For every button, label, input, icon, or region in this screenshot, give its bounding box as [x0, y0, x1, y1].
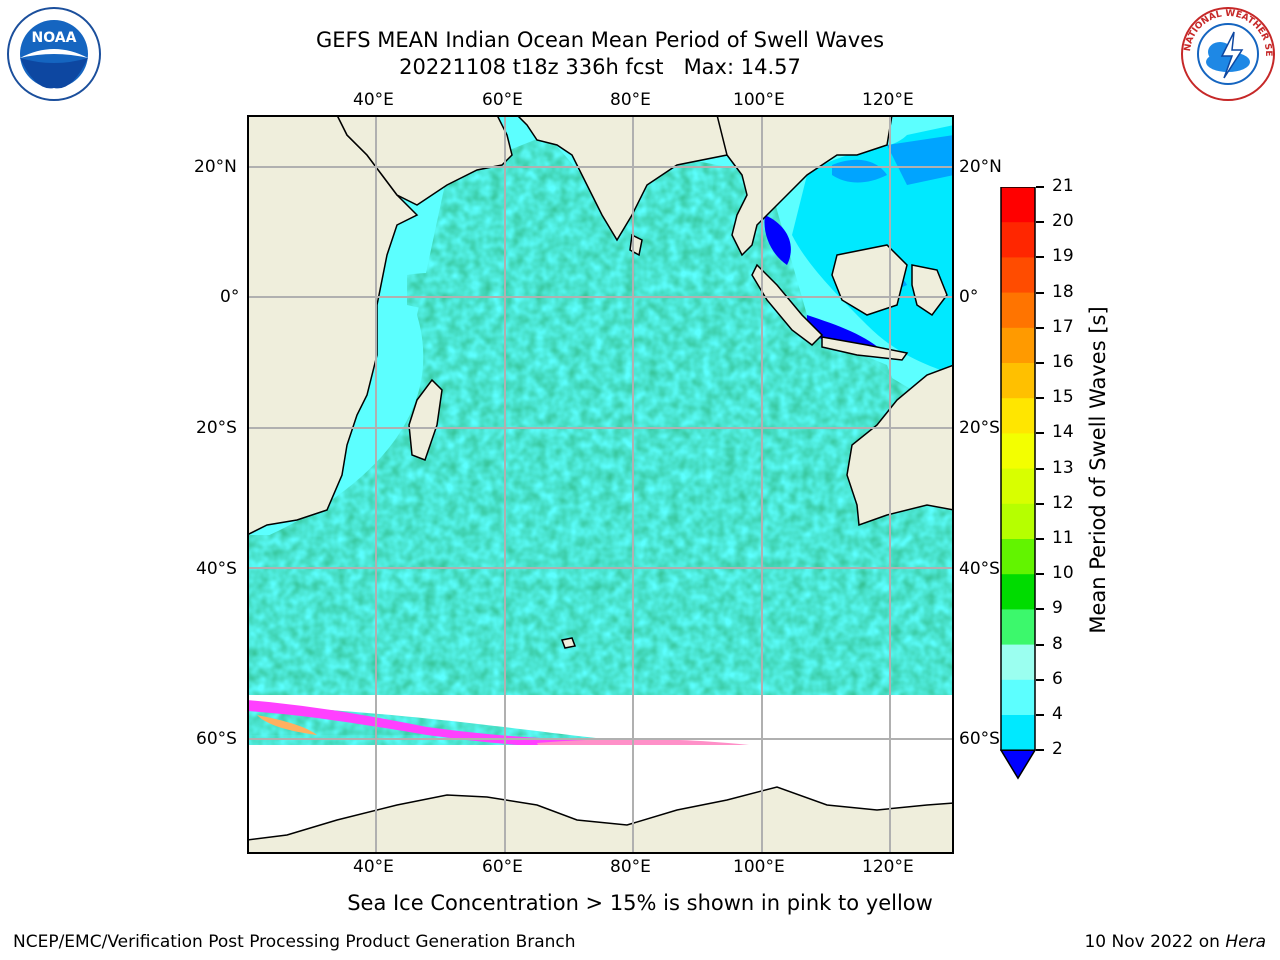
colorbar-tick-label: 14 — [1052, 422, 1074, 443]
colorbar-tick-label: 8 — [1052, 633, 1063, 654]
colorbar-tick-label: 16 — [1052, 352, 1074, 372]
noaa-logo-icon: NOAA — [7, 7, 101, 101]
colorbar-segment — [1001, 679, 1035, 716]
sumatra-land — [751, 263, 824, 346]
nws-logo-icon: NATIONAL WEATHER SERVICE — [1180, 6, 1275, 101]
colorbar-tick-mark — [1036, 749, 1044, 752]
chart-subtitle: 20221108 t18z 336h fcst Max: 14.57 — [399, 55, 801, 79]
lat-tick-left-20s: 20°S — [196, 418, 237, 438]
colorbar-tick-label: 18 — [1052, 281, 1074, 302]
colorbar-tick-mark — [1036, 573, 1044, 576]
lat-tick-left-20n: 20°N — [194, 157, 237, 177]
antarctica-land — [247, 786, 954, 854]
colorbar-segment — [1001, 574, 1035, 610]
colorbar-segment — [1001, 715, 1035, 751]
lat-tick-left-0: 0° — [220, 287, 240, 307]
colorbar-tick-mark — [1036, 643, 1044, 646]
colorbar-tick-mark — [1036, 397, 1044, 400]
footer-credit: NCEP/EMC/Verification Post Processing Pr… — [13, 932, 576, 952]
footer-date: 10 Nov 2022 on Hera — [1084, 932, 1266, 952]
arabia-land — [336, 115, 513, 206]
lat-tick-right-60s: 60°S — [959, 729, 1000, 749]
colorbar-tick-mark — [1036, 502, 1044, 505]
lon-tick-top-120: 120°E — [862, 90, 914, 110]
colorbar-tick-mark — [1036, 678, 1044, 681]
colorbar-segment — [1001, 468, 1035, 505]
lon-tick-bottom-80: 80°E — [610, 857, 651, 877]
java-land — [821, 336, 909, 361]
colorbar-tick-mark — [1036, 432, 1044, 435]
lon-tick-top-40: 40°E — [353, 90, 394, 110]
graticule — [247, 115, 954, 854]
colorbar-tick-label: 11 — [1052, 528, 1074, 548]
kerguelen-land — [560, 637, 577, 649]
lon-tick-top-60: 60°E — [482, 90, 523, 110]
footer-date-text: 10 Nov 2022 on — [1084, 932, 1226, 952]
map-panel — [247, 115, 954, 854]
colorbar-tick-label: 9 — [1052, 598, 1063, 619]
colorbar-tick-label: 20 — [1052, 211, 1074, 232]
noaa-logo-text: NOAA — [32, 30, 77, 46]
colorbar-segment — [1001, 503, 1035, 540]
colorbar-tick-mark — [1036, 291, 1044, 294]
lon-tick-bottom-100: 100°E — [733, 857, 785, 877]
lat-tick-right-20n: 20°N — [959, 157, 1002, 177]
colorbar-segment — [1001, 644, 1035, 681]
colorbar-tick-label: 19 — [1052, 246, 1074, 267]
colorbar-segment — [1001, 292, 1035, 329]
colorbar-tick-mark — [1036, 608, 1044, 611]
colorbar-tick-label: 6 — [1052, 668, 1063, 689]
colorbar-segment — [1001, 257, 1035, 294]
lat-tick-right-0: 0° — [959, 287, 979, 307]
colorbar-title: Mean Period of Swell Waves [s] — [1086, 306, 1110, 634]
colorbar — [1000, 187, 1036, 780]
colorbar-tick-label: 4 — [1052, 704, 1063, 724]
colorbar-tick-label: 12 — [1052, 492, 1074, 513]
colorbar-tick-mark — [1036, 538, 1044, 540]
sulawesi-land — [911, 264, 948, 317]
colorbar-tick-mark — [1036, 221, 1044, 224]
colorbar-tick-label: 2 — [1052, 739, 1063, 760]
lon-tick-top-80: 80°E — [610, 90, 651, 110]
lat-tick-right-20s: 20°S — [959, 418, 1000, 438]
madagascar-land — [408, 378, 443, 461]
colorbar-tick-label: 15 — [1052, 387, 1074, 408]
sea-ice-caption: Sea Ice Concentration > 15% is shown in … — [347, 891, 933, 915]
lat-tick-left-40s: 40°S — [196, 559, 237, 579]
india-land — [515, 115, 769, 242]
lat-tick-left-60s: 60°S — [196, 729, 237, 749]
colorbar-segment — [1001, 327, 1035, 364]
colorbar-segment — [1001, 609, 1035, 646]
colorbar-tick-label: 17 — [1052, 316, 1074, 337]
footer-machine: Hera — [1225, 932, 1266, 952]
colorbar-segment — [1001, 363, 1035, 399]
lon-tick-bottom-120: 120°E — [862, 857, 914, 877]
lon-tick-top-100: 100°E — [733, 90, 785, 110]
colorbar-tick-mark — [1036, 467, 1044, 470]
colorbar-segment — [1001, 433, 1035, 470]
lat-tick-right-40s: 40°S — [959, 559, 1000, 579]
colorbar-tick-label: 13 — [1052, 457, 1074, 478]
colorbar-tick-label: 10 — [1052, 563, 1074, 584]
lon-tick-bottom-40: 40°E — [353, 857, 394, 877]
chart-title: GEFS MEAN Indian Ocean Mean Period of Sw… — [315, 28, 885, 52]
colorbar-extend-arrow — [1000, 749, 1036, 780]
southeast-asia-land — [716, 115, 893, 257]
colorbar-frame — [1000, 187, 1036, 751]
land-masses — [247, 115, 954, 854]
colorbar-segment — [1001, 398, 1035, 434]
colorbar-segment — [1001, 187, 1035, 223]
colorbar-tick-label: 21 — [1052, 176, 1074, 196]
map-frame — [247, 115, 954, 854]
colorbar-segment — [1001, 222, 1035, 258]
colorbar-tick-mark — [1036, 362, 1044, 364]
colorbar-tick-mark — [1036, 326, 1044, 329]
colorbar-tick-mark — [1036, 256, 1044, 259]
lon-tick-bottom-60: 60°E — [482, 857, 523, 877]
australia-land — [846, 364, 954, 527]
colorbar-tick-mark — [1036, 186, 1044, 188]
colorbar-tick-mark — [1036, 714, 1044, 716]
colorbar-segment — [1001, 539, 1035, 575]
